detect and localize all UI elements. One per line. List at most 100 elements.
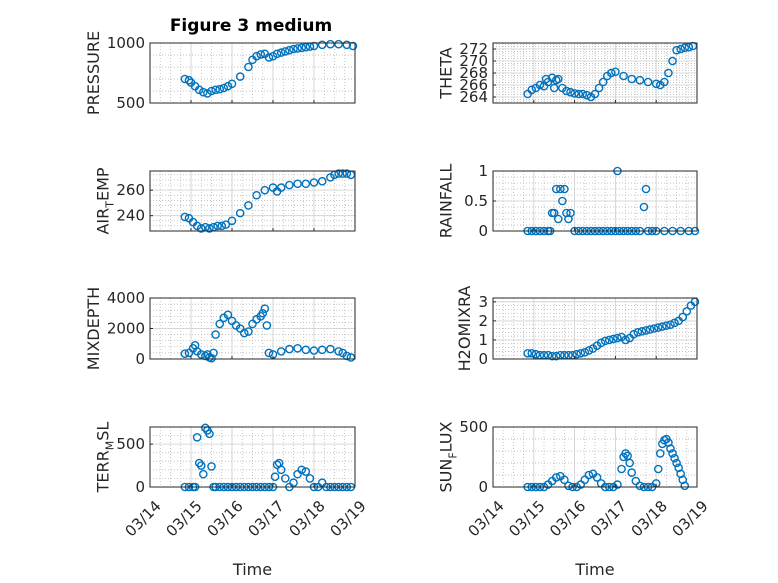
- data-point: [285, 180, 294, 190]
- data-point: [639, 202, 649, 212]
- x-tick-label: 03/16: [203, 497, 246, 540]
- data-point: [285, 344, 294, 354]
- data-point: [192, 432, 202, 442]
- data-point: [598, 77, 608, 87]
- data-point: [560, 475, 569, 485]
- y-axis-label: MIXDEPTH: [84, 287, 103, 370]
- y-tick-label: 1: [478, 162, 488, 180]
- data-point: [551, 351, 561, 361]
- data-point: [256, 50, 266, 59]
- data-point: [301, 345, 311, 355]
- data-point: [326, 344, 335, 354]
- y-tick-label: 2000: [107, 320, 145, 338]
- data-point: [527, 85, 537, 95]
- data-point: [678, 312, 688, 322]
- data-point: [198, 469, 208, 479]
- data-point: [564, 481, 573, 491]
- y-axis-label: TERRMSL: [93, 422, 116, 494]
- data-point: [213, 221, 222, 231]
- data-point: [653, 464, 663, 474]
- subplot-rainfall: 0 0.5 1 RAINFALL: [436, 162, 700, 240]
- data-point: [666, 320, 675, 329]
- data-point: [235, 72, 245, 81]
- data-point: [317, 176, 327, 186]
- data-point: [297, 465, 307, 475]
- data-point: [334, 169, 343, 178]
- data-point: [276, 48, 286, 57]
- data-point: [305, 474, 315, 483]
- data-point: [553, 74, 563, 84]
- data-point: [342, 351, 352, 361]
- y-axis-label: THETA: [436, 47, 455, 99]
- data-point: [201, 423, 210, 433]
- data-point: [649, 324, 659, 333]
- data-point: [194, 458, 204, 468]
- data-point: [604, 335, 614, 345]
- data-point: [641, 184, 651, 194]
- figure-title: Figure 3 medium: [170, 16, 332, 36]
- data-point: [244, 201, 253, 210]
- data-point: [584, 470, 594, 480]
- y-axis-label: SUNFLUX: [436, 421, 459, 492]
- data-point: [280, 474, 290, 483]
- x-tick-label: 03/17: [587, 497, 630, 540]
- y-tick-label: 500: [116, 94, 145, 112]
- data-point: [592, 473, 602, 482]
- data-point: [670, 318, 679, 328]
- data-point: [566, 87, 575, 97]
- y-axis-label: PRESSURE: [84, 31, 103, 115]
- data-point: [566, 208, 575, 218]
- data-point: [297, 43, 307, 53]
- data-point: [270, 472, 280, 482]
- data-point: [293, 344, 302, 353]
- data-point: [551, 473, 561, 482]
- data-point: [293, 44, 302, 53]
- data-point: [215, 84, 224, 94]
- y-tick-label: 240: [116, 207, 145, 225]
- axes-box: [149, 170, 356, 232]
- data-point: [227, 79, 237, 89]
- data-point: [272, 460, 282, 470]
- data-point: [629, 329, 639, 339]
- y-tick-label: 0: [478, 478, 488, 496]
- x-tick-label: 03/15: [505, 497, 548, 540]
- data-point: [578, 89, 588, 99]
- data-point: [621, 449, 630, 458]
- data-point: [549, 208, 559, 218]
- data-point: [574, 89, 583, 99]
- data-point: [272, 49, 282, 59]
- data-point: [244, 62, 253, 72]
- data-point: [641, 326, 651, 335]
- axes-box: [492, 426, 698, 488]
- subplot-sun-flux: 0 500SUNFLUX03/1403/1503/1603/1703/1803/1…: [436, 418, 711, 579]
- data-point: [293, 179, 302, 189]
- x-tick-label: 03/15: [162, 497, 205, 540]
- data-point: [211, 330, 220, 339]
- data-point: [258, 308, 268, 318]
- y-tick-label: 266: [459, 76, 488, 94]
- data-point: [549, 83, 559, 93]
- data-point: [317, 40, 327, 50]
- data-point: [590, 89, 600, 99]
- data-point: [672, 458, 681, 468]
- data-point: [280, 47, 290, 56]
- data-point: [221, 220, 231, 229]
- data-point: [609, 334, 618, 344]
- data-point: [684, 42, 694, 52]
- y-tick-label: 0: [478, 350, 488, 368]
- data-point: [326, 39, 335, 49]
- data-point: [276, 347, 286, 356]
- data-point: [196, 350, 206, 359]
- data-point: [334, 39, 343, 49]
- data-point: [627, 74, 637, 84]
- data-point: [580, 348, 590, 357]
- data-point: [613, 480, 622, 489]
- data-point: [264, 53, 274, 62]
- data-point: [252, 190, 261, 200]
- data-point: [301, 179, 311, 189]
- data-point: [655, 449, 665, 458]
